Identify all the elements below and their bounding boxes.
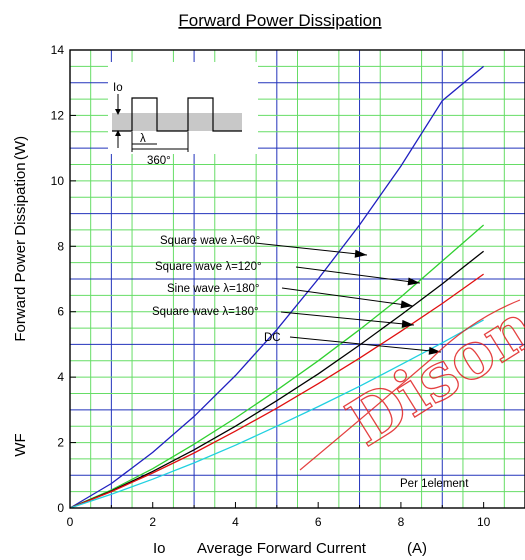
- x-tick-label: 6: [315, 515, 322, 529]
- per-element-note: Per 1element: [400, 478, 469, 490]
- inset-lambda-label: λ: [140, 133, 146, 145]
- annotation-arrow-head: [407, 277, 420, 286]
- x-tick-label: 2: [149, 515, 156, 529]
- x-tick-label: 8: [398, 515, 405, 529]
- series-annotation-label: DC: [264, 332, 281, 344]
- annotation-arrow-head: [428, 346, 441, 355]
- y-axis-symbol: WF: [12, 433, 29, 456]
- series-annotation-label: Square wave λ=180°: [152, 306, 259, 318]
- y-tick-label: 0: [57, 501, 64, 515]
- y-ticks: 0 2 4 6 8 10 12 14: [51, 43, 76, 515]
- annotation-arrow-line: [281, 287, 414, 307]
- y-tick-label: 10: [51, 174, 65, 188]
- inset-square-waveform: [112, 97, 242, 132]
- series-annotations: Square wave λ=60° Square wave λ=120° Sine …: [152, 235, 442, 355]
- x-ticks: 0 2 4 6 8 10: [67, 502, 491, 529]
- annotation-arrow-head: [401, 319, 414, 328]
- series-annotation-label: Square wave λ=60°: [160, 235, 260, 247]
- y-axis-label: WF Forward Power Dissipation (W): [12, 136, 29, 457]
- annotation-arrow-head: [400, 300, 413, 309]
- series-annotation-label: Square wave λ=120°: [155, 261, 262, 273]
- plot-frame: [69, 49, 525, 509]
- x-tick-label: 0: [67, 515, 74, 529]
- annotation-arrow-line: [280, 311, 415, 326]
- annotation-arrow-line: [289, 336, 442, 353]
- x-axis-label: Io Average Forward Current (A): [153, 540, 427, 557]
- annotation-arrow-head: [354, 249, 367, 258]
- inset-average-band: [112, 113, 242, 131]
- io-arrow-head: [115, 109, 121, 115]
- x-tick-label: 4: [232, 515, 239, 529]
- series-line-3: [69, 273, 484, 509]
- y-tick-label: 14: [51, 43, 65, 57]
- x-axis-unit: (A): [407, 540, 427, 557]
- y-tick-label: 4: [57, 370, 64, 384]
- inset-io-label: Io: [113, 82, 123, 94]
- x-tick-label: 10: [477, 515, 491, 529]
- watermark-text: Dison: [335, 289, 525, 461]
- y-tick-label: 2: [57, 436, 64, 450]
- x-axis-symbol: Io: [153, 540, 166, 557]
- inset-period-label: 360°: [147, 155, 171, 167]
- annotation-arrow-line: [254, 242, 368, 256]
- chart-title: Forward Power Dissipation: [178, 11, 381, 30]
- data-series: [69, 65, 485, 509]
- y-tick-label: 8: [57, 239, 64, 253]
- inset-background: [108, 62, 258, 154]
- series-line-1: [69, 224, 485, 509]
- io-arrow-lower-head: [115, 130, 121, 136]
- y-tick-label: 12: [51, 108, 65, 122]
- y-tick-label: 6: [57, 305, 64, 319]
- series-line-2: [69, 250, 485, 509]
- series-line-0: [69, 65, 485, 509]
- watermark-stroke: [299, 299, 521, 471]
- y-axis-unit: (W): [12, 136, 29, 160]
- y-axis-title: Forward Power Dissipation: [12, 162, 29, 341]
- x-axis-title: Average Forward Current: [197, 540, 367, 557]
- series-line-4: [69, 319, 484, 509]
- annotation-arrow-line: [295, 266, 421, 284]
- series-annotation-label: Sine wave λ=180°: [167, 283, 260, 295]
